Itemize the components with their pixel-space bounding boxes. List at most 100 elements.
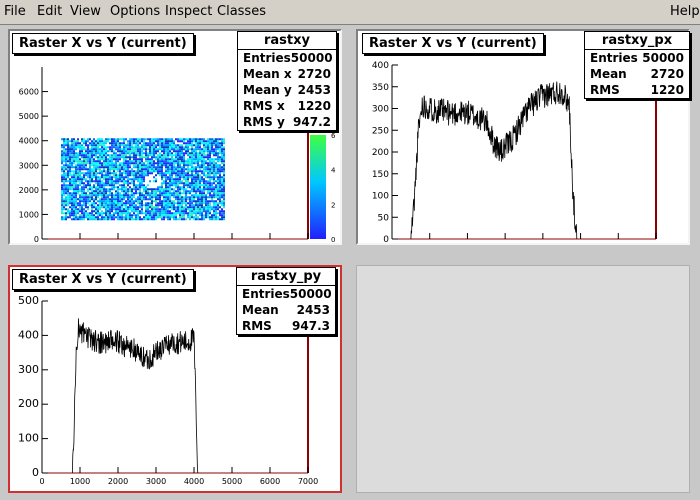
heatmap-cell — [215, 214, 217, 217]
heatmap-cell — [207, 142, 209, 145]
heatmap-cell — [87, 138, 89, 141]
heatmap-cell — [165, 204, 167, 207]
heatmap-cell — [123, 204, 125, 207]
heatmap-cell — [171, 160, 173, 163]
heatmap-cell — [187, 154, 189, 157]
heatmap-cell — [89, 162, 91, 165]
heatmap-cell — [191, 168, 193, 171]
heatmap-cell — [101, 172, 103, 175]
raster-xy-plot[interactable]: 0100020003000400050006000700001000200030… — [10, 31, 340, 243]
heatmap-cell — [79, 158, 81, 161]
heatmap-cell — [219, 206, 221, 209]
heatmap-cell — [113, 144, 115, 147]
heatmap-cell — [179, 204, 181, 207]
heatmap-cell — [205, 188, 207, 191]
menu-help[interactable]: Help — [670, 4, 700, 19]
heatmap-cell — [159, 164, 161, 167]
heatmap-cell — [185, 178, 187, 181]
menu-view[interactable]: View — [70, 4, 101, 19]
heatmap-cell — [213, 176, 215, 179]
heatmap-cell — [97, 206, 99, 209]
heatmap-cell — [211, 146, 213, 149]
heatmap-cell — [203, 156, 205, 159]
heatmap-cell — [203, 200, 205, 203]
heatmap-cell — [117, 170, 119, 173]
heatmap-cell — [119, 166, 121, 169]
heatmap-cell — [199, 152, 201, 155]
heatmap-cell — [103, 188, 105, 191]
heatmap-cell — [93, 214, 95, 217]
heatmap-cell — [109, 174, 111, 177]
heatmap-cell — [129, 154, 131, 157]
heatmap-cell — [181, 212, 183, 215]
pad-empty[interactable] — [356, 265, 690, 493]
heatmap-cell — [77, 172, 79, 175]
heatmap-cell — [169, 216, 171, 219]
heatmap-cell — [75, 210, 77, 213]
projection-y-plot[interactable]: 0 1000 2000 3000 4000 5000 6000 700001002003004… — [10, 267, 340, 491]
heatmap-cell — [131, 202, 133, 205]
pad-raster-xy[interactable]: 0100020003000400050006000700001000200030… — [8, 29, 342, 245]
heatmap-cell — [133, 164, 135, 167]
heatmap-cell — [161, 144, 163, 147]
heatmap-cell — [135, 210, 137, 213]
heatmap-cell — [167, 204, 169, 207]
heatmap-cell — [89, 174, 91, 177]
heatmap-cell — [187, 182, 189, 185]
heatmap-cell — [171, 164, 173, 167]
heatmap-cell — [167, 194, 169, 197]
heatmap-cell — [135, 218, 137, 221]
pad-projection-x[interactable]: 0100020003000400050006000700005010015020… — [356, 29, 690, 245]
heatmap-cell — [199, 180, 201, 183]
heatmap-cell — [147, 192, 149, 195]
x-tick-label: 0 — [39, 477, 44, 486]
heatmap-cell — [91, 204, 93, 207]
heatmap-cell — [117, 164, 119, 167]
heatmap-cell — [105, 166, 107, 169]
menu-edit[interactable]: Edit — [37, 4, 63, 19]
heatmap-cell — [113, 142, 115, 145]
heatmap-cell — [113, 212, 115, 215]
heatmap-cell — [149, 172, 151, 175]
heatmap-cell — [139, 178, 141, 181]
heatmap-cell — [167, 170, 169, 173]
heatmap-cell — [161, 184, 163, 187]
heatmap-cell — [185, 208, 187, 211]
heatmap-cell — [199, 178, 201, 181]
heatmap-cell — [157, 156, 159, 159]
heatmap-cell — [75, 144, 77, 147]
menu-options[interactable]: Options — [110, 4, 161, 19]
heatmap-cell — [61, 200, 63, 203]
heatmap-cell — [107, 168, 109, 171]
heatmap-cell — [193, 160, 195, 163]
heatmap-cell — [95, 212, 97, 215]
heatmap-cell — [149, 138, 151, 141]
heatmap-cell — [121, 186, 123, 189]
heatmap-cell — [149, 162, 151, 165]
heatmap-cell — [117, 210, 119, 213]
heatmap-cell — [191, 140, 193, 143]
histogram-line — [72, 318, 199, 474]
heatmap-cell — [177, 146, 179, 149]
heatmap-cell — [69, 214, 71, 217]
heatmap-cell — [161, 140, 163, 143]
heatmap-cell — [175, 214, 177, 217]
heatmap-cell — [89, 144, 91, 147]
menu-inspect[interactable]: Inspect — [165, 4, 213, 19]
menu-file[interactable]: File — [4, 4, 26, 19]
heatmap-cell — [175, 148, 177, 151]
heatmap-cell — [91, 190, 93, 193]
heatmap-cell — [65, 214, 67, 217]
heatmap-cell — [135, 144, 137, 147]
heatmap-cell — [209, 206, 211, 209]
pad-projection-y[interactable]: 0 1000 2000 3000 4000 5000 6000 7000 0 100 200 300 4… — [8, 265, 342, 493]
heatmap-cell — [101, 146, 103, 149]
heatmap-cell — [71, 200, 73, 203]
heatmap-cell — [213, 150, 215, 153]
heatmap-cell — [131, 172, 133, 175]
menu-classes[interactable]: Classes — [217, 4, 266, 19]
heatmap-cell — [183, 208, 185, 211]
heatmap-cell — [65, 204, 67, 207]
heatmap-cell — [151, 170, 153, 173]
heatmap-cell — [181, 216, 183, 219]
